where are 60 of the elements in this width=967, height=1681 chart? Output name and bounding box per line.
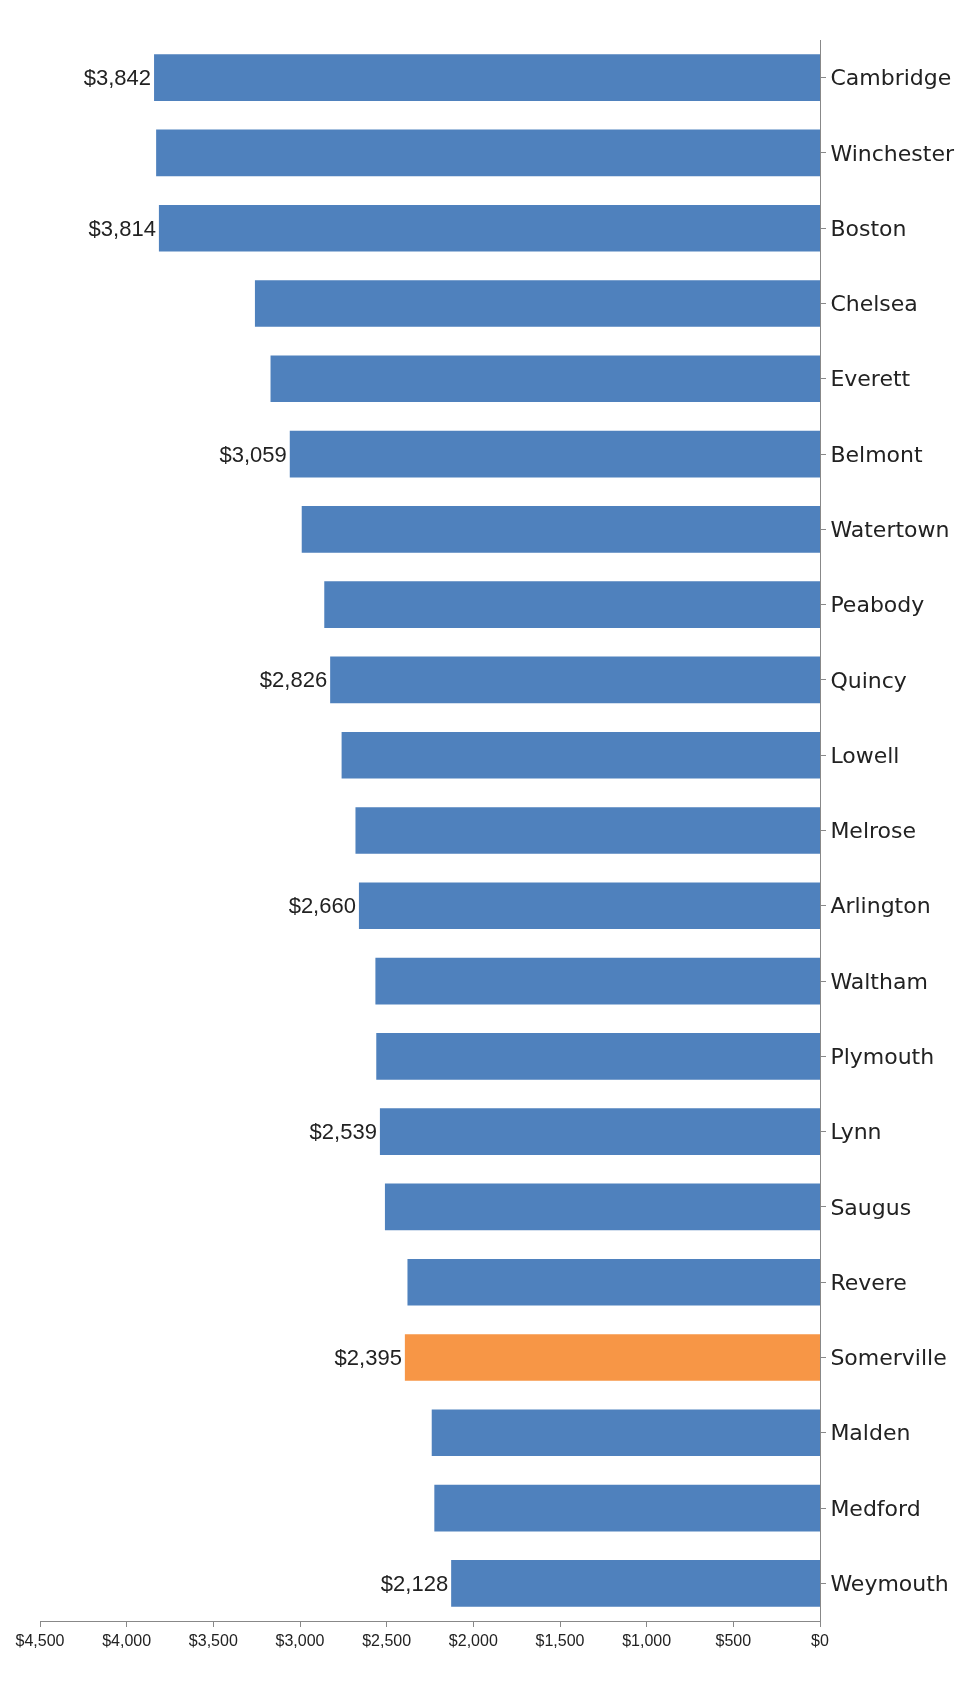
bar bbox=[451, 1560, 820, 1607]
bar bbox=[324, 581, 820, 628]
y-tick-label: Somerville bbox=[830, 1345, 947, 1371]
y-tick-label: Cambridge bbox=[830, 65, 952, 91]
y-tick-label: Lowell bbox=[830, 742, 900, 768]
x-tick-label: $3,500 bbox=[188, 1632, 238, 1650]
x-tick-label: $1,500 bbox=[535, 1632, 585, 1650]
x-tick-label: $500 bbox=[715, 1632, 752, 1650]
x-tick-label: $4,000 bbox=[102, 1632, 152, 1650]
y-tick-label: Belmont bbox=[830, 441, 923, 467]
y-tick-label: Chelsea bbox=[830, 291, 918, 317]
bar bbox=[407, 1258, 820, 1306]
y-tick-label: Revere bbox=[830, 1269, 907, 1295]
y-tick-label: Saugus bbox=[830, 1194, 912, 1220]
bar bbox=[358, 882, 820, 930]
y-tick-label: Lynn bbox=[830, 1119, 882, 1145]
bar bbox=[379, 1108, 820, 1155]
y-tick-label: Arlington bbox=[830, 893, 931, 919]
y-tick-label: Boston bbox=[830, 215, 907, 241]
data-label: $2,128 bbox=[380, 1570, 449, 1596]
x-tick-label: $4,500 bbox=[15, 1632, 65, 1650]
bar bbox=[376, 1033, 820, 1080]
x-tick-label: $3,000 bbox=[275, 1632, 325, 1650]
y-tick-label: Malden bbox=[830, 1420, 911, 1446]
data-label: $3,059 bbox=[219, 441, 287, 467]
y-tick-label: Plymouth bbox=[830, 1044, 935, 1070]
bar bbox=[289, 430, 820, 478]
bar bbox=[341, 731, 820, 779]
bar bbox=[156, 129, 820, 177]
bar bbox=[330, 656, 820, 704]
y-tick-label: Winchester bbox=[830, 140, 955, 166]
y-tick-label: Weymouth bbox=[830, 1571, 949, 1597]
bar bbox=[301, 506, 820, 553]
bar bbox=[158, 204, 820, 252]
data-label: $3,814 bbox=[88, 215, 156, 241]
x-tick-label: $2,500 bbox=[362, 1632, 412, 1650]
data-label: $2,826 bbox=[259, 667, 328, 693]
x-tick-label: $0 bbox=[811, 1632, 829, 1650]
x-tick-label: $2,000 bbox=[448, 1632, 498, 1650]
data-label: $2,539 bbox=[309, 1119, 377, 1145]
y-tick-label: Everett bbox=[830, 366, 911, 392]
y-tick-label: Peabody bbox=[830, 592, 925, 618]
y-tick-label: Waltham bbox=[830, 968, 928, 994]
bar bbox=[355, 807, 820, 854]
data-label: $2,660 bbox=[288, 893, 356, 919]
data-label: $3,842 bbox=[83, 65, 152, 91]
bar bbox=[254, 280, 820, 327]
bar bbox=[404, 1334, 820, 1381]
bar bbox=[434, 1484, 820, 1532]
bar bbox=[154, 54, 820, 101]
y-tick-label: Medford bbox=[830, 1495, 921, 1521]
y-tick-label: Quincy bbox=[830, 667, 907, 693]
bar bbox=[431, 1409, 820, 1457]
data-label: $2,395 bbox=[334, 1345, 402, 1370]
x-tick-label: $1,000 bbox=[622, 1632, 672, 1650]
bar bbox=[375, 957, 820, 1005]
y-tick-label: Watertown bbox=[830, 517, 950, 543]
y-tick-label: Melrose bbox=[830, 818, 917, 844]
bar bbox=[384, 1183, 820, 1231]
bar bbox=[270, 355, 820, 403]
